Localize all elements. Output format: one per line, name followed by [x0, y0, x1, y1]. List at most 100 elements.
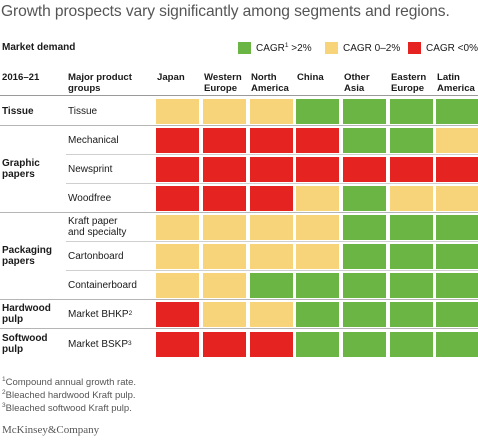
heatmap-cell-4-0-3: [296, 332, 339, 357]
segment-divider-3: [0, 328, 478, 329]
heatmap-cell-4-0-4: [343, 332, 386, 357]
legend-swatch-low: [408, 42, 421, 54]
heatmap-cell-2-1-2: [250, 244, 293, 269]
legend-label-mid: CAGR 0–2%: [343, 42, 401, 54]
heatmap-cell-0-0-3: [296, 99, 339, 124]
heatmap-cell-1-1-5: [390, 157, 433, 182]
heatmap-cell-1-0-3: [296, 128, 339, 153]
heatmap-cell-0-0-2: [250, 99, 293, 124]
footnote-2: 2Bleached hardwood Kraft pulp.: [2, 389, 136, 401]
heatmap-cell-1-1-0: [156, 157, 199, 182]
product-label-2-0: Kraft paper and specialty: [68, 216, 127, 238]
product-label-0-0: Tissue: [68, 105, 98, 117]
heatmap-cell-2-0-2: [250, 215, 293, 240]
heatmap-cell-1-1-1: [203, 157, 246, 182]
product-label-1-2: Woodfree: [68, 192, 112, 204]
segment-divider-2: [0, 299, 478, 300]
segment-label-0: Tissue: [2, 105, 34, 117]
heatmap-cell-3-0-2: [250, 302, 293, 327]
column-header-5: Eastern Europe: [391, 72, 427, 94]
heatmap-cell-2-1-3: [296, 244, 339, 269]
heatmap-cell-2-2-3: [296, 273, 339, 298]
segment-label-4: Softwood pulp: [2, 333, 48, 355]
row-divider-1-0: [66, 154, 478, 155]
row-divider-2-1: [66, 270, 478, 271]
heatmap-cell-1-2-0: [156, 186, 199, 211]
heatmap-cell-2-1-1: [203, 244, 246, 269]
heatmap-cell-4-0-0: [156, 332, 199, 357]
heatmap-cell-2-0-1: [203, 215, 246, 240]
heatmap-cell-1-2-2: [250, 186, 293, 211]
heatmap-cell-2-0-5: [390, 215, 433, 240]
column-header-0: Japan: [157, 72, 185, 83]
heatmap-cell-2-2-2: [250, 273, 293, 298]
segment-label-2: Packaging papers: [2, 245, 53, 267]
heatmap-cell-1-2-1: [203, 186, 246, 211]
heatmap-cell-2-0-3: [296, 215, 339, 240]
heatmap-cell-3-0-0: [156, 302, 199, 327]
heatmap-cell-1-1-6: [436, 157, 478, 182]
heatmap-cell-4-0-2: [250, 332, 293, 357]
heatmap-cell-2-1-0: [156, 244, 199, 269]
heatmap-cell-4-0-1: [203, 332, 246, 357]
footnote-1: 1Compound annual growth rate.: [2, 376, 137, 388]
legend-item-low: CAGR <0%: [408, 42, 478, 54]
segment-label-3: Hardwood pulp: [2, 303, 51, 325]
heatmap-cell-1-2-4: [343, 186, 386, 211]
heatmap-cell-2-2-4: [343, 273, 386, 298]
heatmap-cell-1-1-3: [296, 157, 339, 182]
heatmap-cell-2-2-6: [436, 273, 478, 298]
column-header-6: Latin America: [437, 72, 475, 94]
heatmap-cell-0-0-0: [156, 99, 199, 124]
product-label-1-0: Mechanical: [68, 134, 119, 146]
legend-label-high: CAGR1 >2%: [256, 41, 312, 54]
column-header-4: Other Asia: [344, 72, 370, 94]
heatmap-cell-1-0-6: [436, 128, 478, 153]
header-period: 2016–21: [2, 72, 40, 83]
segment-label-1: Graphic papers: [2, 158, 40, 180]
heatmap-cell-2-0-6: [436, 215, 478, 240]
segment-divider-1: [0, 212, 478, 213]
legend-swatch-high: [238, 42, 251, 54]
heatmap-cell-1-1-4: [343, 157, 386, 182]
heatmap-cell-1-1-2: [250, 157, 293, 182]
heatmap-cell-1-0-2: [250, 128, 293, 153]
legend-swatch-mid: [325, 42, 338, 54]
heatmap-cell-2-1-6: [436, 244, 478, 269]
chart-title: Growth prospects vary significantly amon…: [1, 3, 450, 20]
product-label-2-2: Containerboard: [68, 279, 137, 291]
legend-item-mid: CAGR 0–2%: [325, 42, 400, 54]
legend-title: Market demand: [2, 42, 76, 53]
product-label-2-1: Cartonboard: [68, 250, 124, 262]
heatmap-cell-3-0-6: [436, 302, 478, 327]
heatmap-cell-4-0-6: [436, 332, 478, 357]
legend-label-low: CAGR <0%: [426, 42, 478, 54]
row-divider-1-1: [66, 183, 478, 184]
heatmap-cell-2-2-5: [390, 273, 433, 298]
heatmap-cell-1-0-0: [156, 128, 199, 153]
heatmap-cell-1-0-4: [343, 128, 386, 153]
header-divider: [0, 95, 478, 96]
heatmap-cell-1-2-6: [436, 186, 478, 211]
heatmap-cell-2-1-5: [390, 244, 433, 269]
heatmap-cell-3-0-3: [296, 302, 339, 327]
product-label-3-0: Market BHKP2: [68, 308, 133, 320]
heatmap-cell-0-0-1: [203, 99, 246, 124]
brand-logo-text: McKinsey&Company: [2, 424, 100, 436]
heatmap-cell-2-0-4: [343, 215, 386, 240]
heatmap-cell-3-0-1: [203, 302, 246, 327]
heatmap-cell-3-0-5: [390, 302, 433, 327]
segment-divider-0: [0, 125, 478, 126]
heatmap-cell-0-0-5: [390, 99, 433, 124]
row-divider-2-0: [66, 241, 478, 242]
heatmap-cell-2-2-0: [156, 273, 199, 298]
legend-item-high: CAGR1 >2%: [238, 42, 312, 54]
heatmap-cell-1-2-5: [390, 186, 433, 211]
column-header-2: North America: [251, 72, 289, 94]
heatmap-cell-0-0-6: [436, 99, 478, 124]
heatmap-cell-3-0-4: [343, 302, 386, 327]
heatmap-cell-4-0-5: [390, 332, 433, 357]
footnote-3: 3Bleached softwood Kraft pulp.: [2, 402, 132, 414]
column-header-3: China: [297, 72, 324, 83]
heatmap-cell-1-2-3: [296, 186, 339, 211]
